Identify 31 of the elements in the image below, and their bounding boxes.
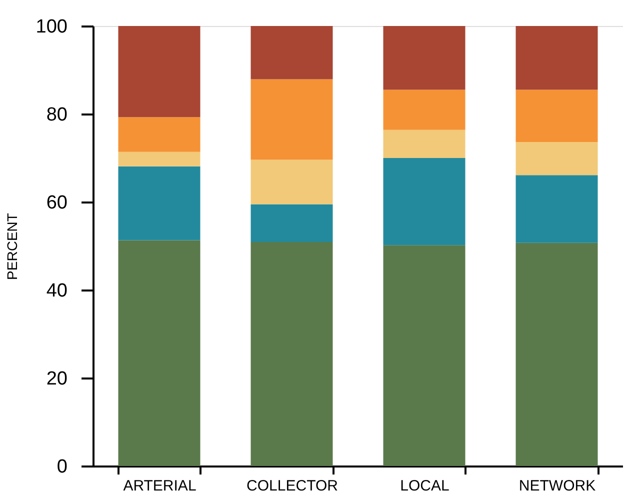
- y-tick-label: 60: [46, 192, 68, 214]
- bar: [516, 26, 598, 90]
- bar: [383, 130, 466, 158]
- y-tick-label: 40: [46, 280, 68, 302]
- bar: [516, 242, 598, 466]
- bar: [118, 152, 200, 166]
- bar: [250, 242, 333, 466]
- bar: [383, 26, 466, 90]
- x-tick-label: NETWORK: [518, 478, 596, 494]
- y-tick-label: 100: [36, 16, 68, 38]
- bar: [516, 142, 598, 176]
- bar: [383, 90, 466, 130]
- bar: [250, 26, 333, 80]
- bar: [250, 160, 333, 204]
- bar: [118, 26, 200, 118]
- y-tick-label: 20: [46, 368, 68, 390]
- y-tick-label: 80: [46, 104, 68, 126]
- bar: [250, 204, 333, 242]
- bar: [118, 117, 200, 152]
- x-tick-label: ARTERIAL: [123, 478, 196, 494]
- bar: [516, 90, 598, 142]
- y-axis-title: PERCENT: [4, 212, 20, 280]
- y-tick-label: 0: [56, 456, 68, 478]
- bar: [250, 79, 333, 160]
- x-tick-label: COLLECTOR: [246, 478, 338, 494]
- bar: [383, 158, 466, 246]
- bar: [383, 245, 466, 466]
- bar: [118, 240, 200, 466]
- bar: [118, 166, 200, 240]
- bar: [516, 175, 598, 243]
- x-tick-label: LOCAL: [400, 478, 450, 494]
